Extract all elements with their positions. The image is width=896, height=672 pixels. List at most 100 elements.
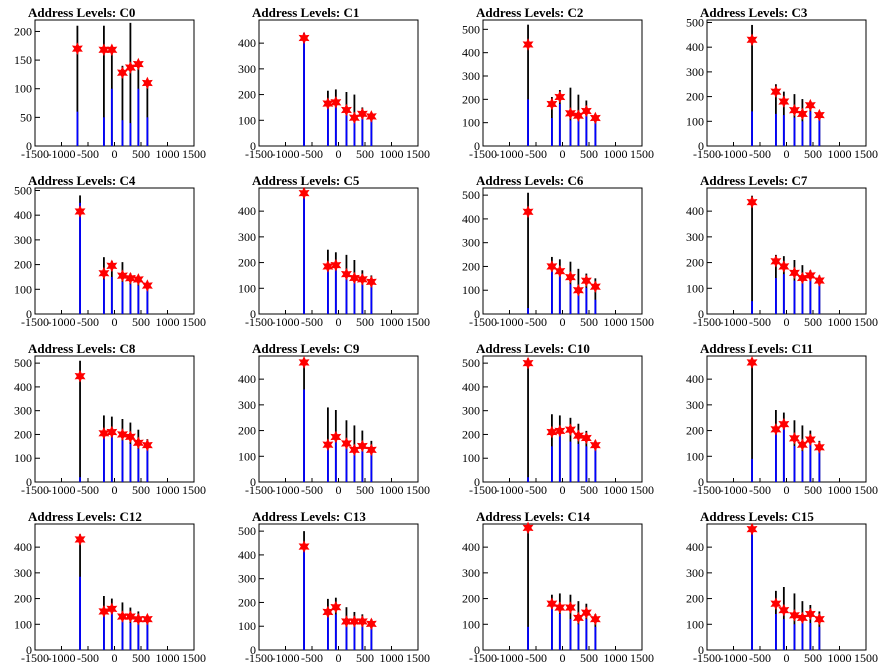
star-marker bbox=[340, 615, 352, 628]
plot-frame bbox=[482, 187, 643, 315]
x-tick-label: -1500 bbox=[693, 147, 721, 161]
blue-bar bbox=[818, 118, 821, 146]
star-marker bbox=[522, 356, 534, 370]
blue-bar bbox=[818, 626, 821, 650]
chart-panel: Address Levels: C13 0 100 200 300 400 500 -1500… bbox=[224, 504, 448, 672]
y-tick-label: 100 bbox=[686, 281, 704, 295]
blue-bar bbox=[793, 280, 796, 314]
y-tick-label: 100 bbox=[238, 113, 256, 127]
y-tick-label: 200 bbox=[14, 24, 32, 38]
y-tick-label: 200 bbox=[238, 256, 256, 270]
star-marker bbox=[98, 266, 110, 280]
x-tick-label: -1000 bbox=[48, 483, 76, 497]
chart-title: Address Levels: C2 bbox=[476, 5, 584, 20]
star-marker bbox=[746, 522, 758, 536]
star-marker bbox=[554, 264, 566, 278]
star-marker bbox=[788, 266, 800, 280]
star-marker bbox=[564, 107, 576, 120]
blue-bar bbox=[818, 448, 821, 482]
x-tick-label: 500 bbox=[580, 147, 598, 161]
chart-svg: 0 100 200 300 400 -1500-1000 -500 0 500 1000 1500 bbox=[238, 186, 430, 329]
plot-frame bbox=[34, 187, 195, 315]
x-tick-label: -500 bbox=[301, 483, 323, 497]
x-tick-label: 1500 bbox=[182, 651, 206, 665]
y-tick-label: 500 bbox=[14, 356, 32, 370]
x-tick-label: -500 bbox=[301, 147, 323, 161]
x-tick-label: 1000 bbox=[380, 315, 404, 329]
star-marker bbox=[788, 431, 800, 445]
blue-bar bbox=[121, 620, 124, 650]
x-tick-label: -500 bbox=[749, 483, 771, 497]
star-marker bbox=[124, 430, 136, 444]
star-marker bbox=[522, 205, 534, 219]
x-tick-label: 0 bbox=[336, 315, 342, 329]
blue-bar bbox=[594, 299, 597, 314]
y-tick-label: 0 bbox=[26, 139, 32, 153]
x-tick-label: 500 bbox=[132, 315, 150, 329]
blue-bar bbox=[558, 614, 561, 650]
x-tick-label: 500 bbox=[580, 315, 598, 329]
blue-bar bbox=[137, 285, 140, 314]
y-tick-label: 100 bbox=[462, 116, 480, 130]
y-tick-label: 400 bbox=[14, 208, 32, 222]
blue-bar bbox=[121, 440, 124, 482]
star-marker bbox=[116, 269, 128, 283]
x-tick-label: 500 bbox=[356, 147, 374, 161]
star-marker bbox=[330, 600, 342, 614]
x-tick-label: 1000 bbox=[828, 483, 852, 497]
x-tick-label: 1000 bbox=[380, 483, 404, 497]
star-marker bbox=[778, 603, 790, 617]
blue-bar bbox=[585, 619, 588, 650]
x-tick-label: 1000 bbox=[604, 147, 628, 161]
star-marker bbox=[564, 423, 576, 437]
x-tick-label: -1000 bbox=[272, 483, 300, 497]
blue-bar bbox=[793, 446, 796, 482]
blue-bar bbox=[577, 294, 580, 314]
x-tick-label: -1000 bbox=[496, 315, 524, 329]
blue-bar bbox=[775, 614, 777, 650]
x-tick-label: -500 bbox=[77, 315, 99, 329]
y-tick-label: 200 bbox=[14, 258, 32, 272]
chart-title: Address Levels: C4 bbox=[28, 173, 136, 188]
x-tick-label: -500 bbox=[77, 147, 99, 161]
black-bar bbox=[751, 195, 753, 314]
star-marker bbox=[124, 271, 136, 285]
star-marker bbox=[356, 439, 368, 453]
y-tick-label: 300 bbox=[462, 566, 480, 580]
y-tick-label: 200 bbox=[686, 256, 704, 270]
star-marker bbox=[746, 33, 758, 47]
y-tick-label: 500 bbox=[462, 22, 480, 36]
chart-title: Address Levels: C6 bbox=[476, 173, 584, 188]
blue-bar bbox=[129, 123, 132, 146]
blue-bar bbox=[129, 443, 132, 482]
blue-bar bbox=[577, 443, 580, 482]
x-tick-label: 500 bbox=[132, 651, 150, 665]
y-tick-label: 0 bbox=[474, 475, 480, 489]
star-marker bbox=[348, 111, 360, 125]
blue-bar bbox=[345, 275, 348, 314]
star-marker bbox=[322, 438, 334, 452]
chart-svg: 0 100 200 300 400 500 -1500-1000 -500 0 500 1000 15… bbox=[462, 355, 654, 497]
y-tick-label: 200 bbox=[462, 259, 480, 273]
blue-bar bbox=[775, 433, 777, 482]
y-tick-label: 400 bbox=[686, 372, 704, 386]
star-marker bbox=[770, 85, 782, 98]
y-tick-label: 0 bbox=[250, 139, 256, 153]
blue-bar bbox=[334, 103, 337, 146]
x-tick-label: 0 bbox=[784, 483, 790, 497]
star-marker bbox=[589, 438, 601, 452]
star-marker bbox=[580, 431, 592, 445]
star-marker bbox=[365, 275, 377, 289]
y-tick-label: 100 bbox=[14, 617, 32, 631]
x-tick-label: -1500 bbox=[245, 315, 273, 329]
star-marker bbox=[348, 271, 360, 285]
y-tick-label: 50 bbox=[20, 110, 32, 124]
star-marker bbox=[813, 108, 825, 122]
blue-bar bbox=[818, 283, 821, 314]
y-tick-label: 300 bbox=[238, 572, 256, 586]
x-tick-label: -1000 bbox=[720, 483, 748, 497]
y-tick-label: 400 bbox=[238, 372, 256, 386]
x-tick-label: -1000 bbox=[272, 315, 300, 329]
y-tick-label: 100 bbox=[238, 619, 256, 633]
star-marker bbox=[770, 254, 782, 268]
